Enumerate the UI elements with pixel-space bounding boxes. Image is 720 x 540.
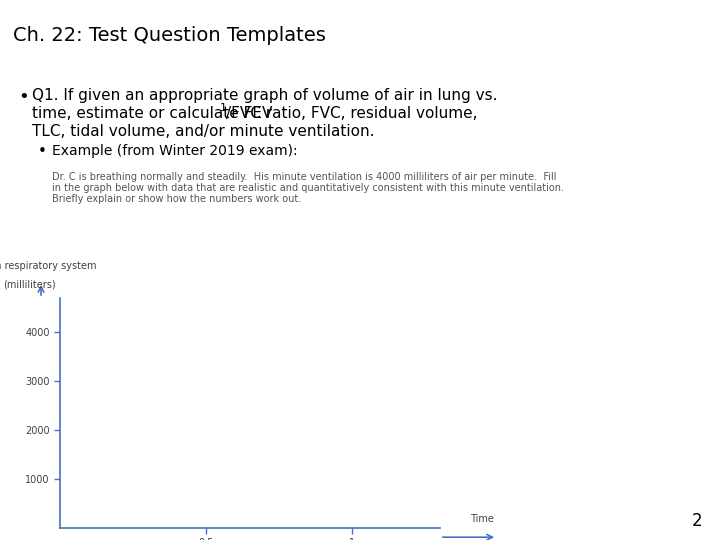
Text: Briefly explain or show how the numbers work out.: Briefly explain or show how the numbers … [52,194,301,204]
Text: in the graph below with data that are realistic and quantitatively consistent wi: in the graph below with data that are re… [52,183,564,193]
Text: Example (from Winter 2019 exam):: Example (from Winter 2019 exam): [52,144,297,158]
Text: Q1. If given an appropriate graph of volume of air in lung vs.: Q1. If given an appropriate graph of vol… [32,88,498,103]
Text: Time: Time [470,514,494,524]
Text: •: • [18,88,29,106]
Text: /FVC ratio, FVC, residual volume,: /FVC ratio, FVC, residual volume, [225,106,477,121]
Text: Air in respiratory system: Air in respiratory system [0,261,97,271]
Text: •: • [38,144,47,159]
Text: (milliliters): (milliliters) [3,280,55,289]
Text: Dr. C is breathing normally and steadily.  His minute ventilation is 4000 millil: Dr. C is breathing normally and steadily… [52,172,557,182]
Text: 1: 1 [220,103,227,113]
Text: time, estimate or calculate FEV: time, estimate or calculate FEV [32,106,272,121]
Text: TLC, tidal volume, and/or minute ventilation.: TLC, tidal volume, and/or minute ventila… [32,124,374,139]
Text: 2: 2 [691,512,702,530]
Text: Ch. 22: Test Question Templates: Ch. 22: Test Question Templates [13,25,326,45]
Text: (minutes): (minutes) [470,539,518,540]
